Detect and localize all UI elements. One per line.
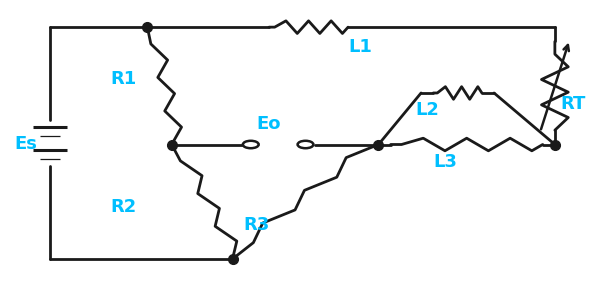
Text: RT: RT [560,95,586,113]
Text: R2: R2 [110,199,136,216]
Text: R3: R3 [244,216,270,234]
Text: L3: L3 [433,153,457,171]
Text: R1: R1 [110,70,136,88]
Text: Es: Es [14,136,37,153]
Text: Eo: Eo [257,116,281,134]
Text: L1: L1 [348,38,372,56]
Text: L2: L2 [415,101,439,119]
